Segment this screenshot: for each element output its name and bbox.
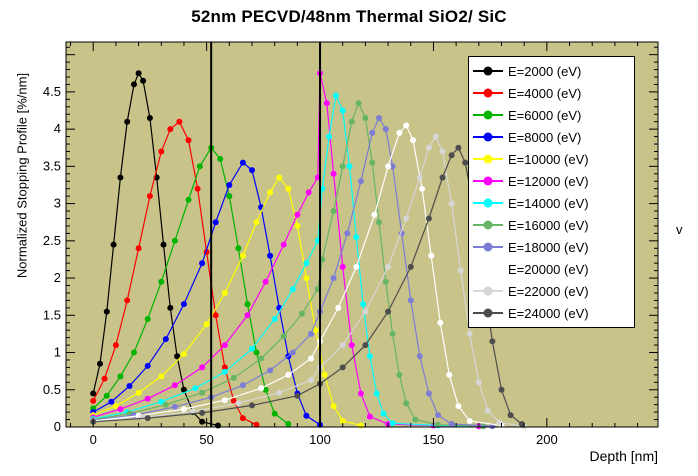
series-12000 — [90, 70, 482, 430]
svg-text:1.5: 1.5 — [43, 307, 61, 322]
legend-item: E=16000 (eV) — [472, 214, 634, 236]
svg-text:3: 3 — [54, 196, 61, 211]
series-4000 — [90, 118, 260, 428]
legend-item: E=14000 (eV) — [472, 192, 634, 214]
plot-frame — [65, 41, 659, 428]
svg-text:200: 200 — [536, 432, 558, 447]
legend-item: E=18000 (eV) — [472, 236, 634, 258]
svg-text:3.5: 3.5 — [43, 158, 61, 173]
svg-text:0: 0 — [90, 432, 97, 447]
legend-item: E=12000 (eV) — [472, 170, 634, 192]
series-10000 — [90, 174, 364, 429]
right-margin-glyph: v — [676, 222, 683, 237]
legend-item: E=10000 (eV) — [472, 148, 634, 170]
legend-item-label: E=12000 (eV) — [508, 173, 589, 189]
legend-marker-icon — [472, 197, 504, 209]
legend-item-label: E=14000 (eV) — [508, 195, 589, 211]
svg-text:2: 2 — [54, 270, 61, 285]
legend-item: E=4000 (eV) — [472, 82, 634, 104]
legend-item-label: E=20000 (eV) — [508, 261, 589, 277]
legend-item-label: E=10000 (eV) — [508, 151, 589, 167]
svg-text:50: 50 — [199, 432, 213, 447]
legend-marker-icon — [472, 65, 504, 77]
legend-item-label: E=4000 (eV) — [508, 85, 582, 101]
x-tick-labels: 0 50 100 150 200 — [90, 432, 558, 447]
svg-text:150: 150 — [423, 432, 445, 447]
svg-text:0.5: 0.5 — [43, 382, 61, 397]
legend-marker-icon — [472, 175, 504, 187]
legend-item-label: E=2000 (eV) — [508, 63, 582, 79]
legend: E=2000 (eV) E=4000 (eV) E=6000 (eV) E=8000 … — [468, 56, 635, 328]
legend-item: E=20000 (eV) — [472, 258, 634, 280]
legend-marker-icon — [472, 307, 504, 319]
svg-text:0: 0 — [54, 419, 61, 434]
legend-item: E=8000 (eV) — [472, 126, 634, 148]
legend-item-label: E=22000 (eV) — [508, 283, 589, 299]
legend-item-label: E=6000 (eV) — [508, 107, 582, 123]
svg-text:100: 100 — [309, 432, 331, 447]
y-tick-labels: 0 0.5 1 1.5 2 2.5 3 3.5 4 4.5 — [43, 84, 61, 434]
svg-text:4.5: 4.5 — [43, 84, 61, 99]
svg-text:2.5: 2.5 — [43, 233, 61, 248]
legend-item: E=22000 (eV) — [472, 280, 634, 302]
legend-marker-icon — [472, 153, 504, 165]
legend-item: E=6000 (eV) — [472, 104, 634, 126]
legend-marker-icon — [472, 241, 504, 253]
legend-item: E=2000 (eV) — [472, 60, 634, 82]
axis-ticks — [66, 42, 658, 427]
legend-marker-icon — [472, 131, 504, 143]
legend-item-label: E=18000 (eV) — [508, 239, 589, 255]
svg-text:4: 4 — [54, 121, 61, 136]
legend-marker-icon — [472, 109, 504, 121]
chart-title: 52nm PECVD/48nm Thermal SiO2/ SiC — [191, 7, 507, 26]
legend-marker-icon — [472, 263, 504, 275]
series-6000 — [90, 144, 292, 427]
x-axis-title: Depth [nm] — [589, 448, 658, 464]
legend-marker-icon — [472, 87, 504, 99]
legend-marker-icon — [472, 219, 504, 231]
legend-marker-icon — [472, 285, 504, 297]
legend-item: E=24000 (eV) — [472, 302, 634, 324]
legend-item-label: E=16000 (eV) — [508, 217, 589, 233]
legend-item-label: E=24000 (eV) — [508, 305, 589, 321]
legend-item-label: E=8000 (eV) — [508, 129, 582, 145]
svg-text:1: 1 — [54, 345, 61, 360]
series-22000 — [90, 133, 528, 430]
